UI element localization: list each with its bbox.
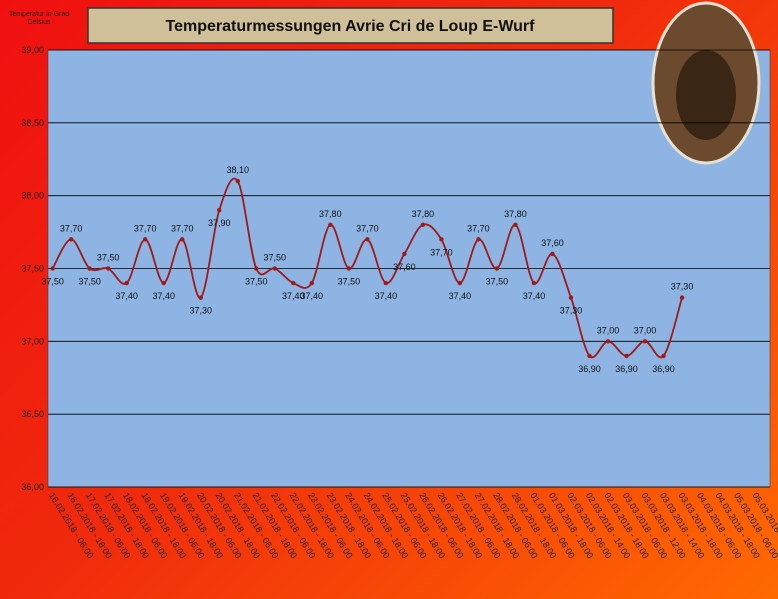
data-label: 37,30 bbox=[189, 306, 212, 316]
marker bbox=[180, 237, 185, 242]
marker bbox=[198, 295, 203, 300]
data-label: 37,60 bbox=[541, 238, 564, 248]
temperature-line bbox=[51, 177, 683, 359]
marker bbox=[587, 353, 592, 359]
data-label: 37,40 bbox=[301, 291, 324, 301]
marker bbox=[346, 266, 352, 271]
data-label: 37,40 bbox=[375, 291, 398, 301]
marker bbox=[568, 295, 574, 300]
data-label: 37,50 bbox=[41, 277, 64, 287]
data-label: 36,90 bbox=[578, 364, 601, 374]
marker bbox=[50, 266, 55, 271]
marker bbox=[550, 251, 555, 257]
data-label: 37,70 bbox=[467, 223, 490, 233]
marker bbox=[513, 222, 518, 227]
y-tick-label: 36,00 bbox=[21, 482, 44, 492]
marker bbox=[161, 280, 166, 286]
marker bbox=[420, 222, 426, 227]
data-label: 37,70 bbox=[430, 247, 453, 257]
data-label: 37,80 bbox=[504, 209, 527, 219]
marker bbox=[309, 280, 315, 286]
y-axis-label: Temperatur in Grad Celsius bbox=[8, 11, 70, 26]
marker bbox=[68, 237, 74, 242]
marker bbox=[661, 353, 666, 359]
data-label: 37,40 bbox=[152, 291, 175, 301]
marker bbox=[235, 178, 240, 184]
data-label: 37,70 bbox=[171, 223, 194, 233]
data-label: 37,50 bbox=[264, 253, 287, 263]
data-label: 37,70 bbox=[134, 223, 157, 233]
marker bbox=[87, 266, 92, 271]
marker bbox=[328, 222, 333, 227]
marker bbox=[217, 208, 222, 213]
data-label: 37,40 bbox=[449, 291, 472, 301]
y-tick-label: 37,50 bbox=[21, 264, 44, 274]
marker bbox=[642, 339, 648, 344]
data-label: 37,80 bbox=[412, 209, 435, 219]
data-label: 37,80 bbox=[319, 209, 342, 219]
marker bbox=[531, 280, 537, 286]
data-label: 37,40 bbox=[115, 291, 138, 301]
data-label: 37,60 bbox=[393, 262, 416, 272]
data-label: 38,10 bbox=[226, 165, 249, 175]
data-label: 37,00 bbox=[634, 325, 657, 335]
marker bbox=[402, 251, 407, 257]
data-label: 37,50 bbox=[78, 277, 101, 287]
marker bbox=[383, 280, 389, 286]
title-box bbox=[87, 7, 614, 44]
data-label: 37,00 bbox=[597, 325, 620, 335]
data-label: 37,40 bbox=[523, 291, 546, 301]
marker bbox=[291, 280, 296, 286]
marker bbox=[105, 266, 111, 271]
marker bbox=[254, 266, 259, 271]
y-tick-label: 37,00 bbox=[21, 336, 44, 346]
marker bbox=[605, 339, 611, 344]
data-label: 37,50 bbox=[245, 277, 268, 287]
data-label: 37,30 bbox=[560, 306, 583, 316]
data-label: 37,90 bbox=[208, 218, 231, 228]
marker bbox=[124, 280, 129, 286]
marker bbox=[624, 353, 629, 359]
data-label: 37,50 bbox=[97, 253, 120, 263]
data-label: 37,40 bbox=[282, 291, 305, 301]
y-tick-label: 38,50 bbox=[21, 118, 44, 128]
data-label: 36,90 bbox=[652, 364, 675, 374]
dog-photo-detail bbox=[676, 50, 736, 140]
data-label: 37,30 bbox=[671, 282, 694, 292]
marker bbox=[142, 237, 148, 242]
y-tick-label: 36,50 bbox=[21, 409, 44, 419]
marker bbox=[679, 295, 685, 300]
marker bbox=[439, 237, 444, 242]
data-label: 37,50 bbox=[338, 277, 361, 287]
chart-title: Temperaturmessungen Avrie Cri de Loup E-… bbox=[166, 18, 536, 35]
marker bbox=[476, 237, 481, 242]
y-tick-label: 39,00 bbox=[21, 45, 44, 55]
data-label: 36,90 bbox=[615, 364, 638, 374]
data-label: 37,70 bbox=[60, 223, 83, 233]
marker bbox=[272, 266, 277, 271]
data-label: 37,70 bbox=[356, 223, 379, 233]
marker bbox=[457, 280, 463, 286]
marker bbox=[494, 266, 500, 271]
data-label: 37,50 bbox=[486, 277, 509, 287]
marker bbox=[365, 237, 370, 242]
y-tick-label: 38,00 bbox=[21, 191, 44, 201]
